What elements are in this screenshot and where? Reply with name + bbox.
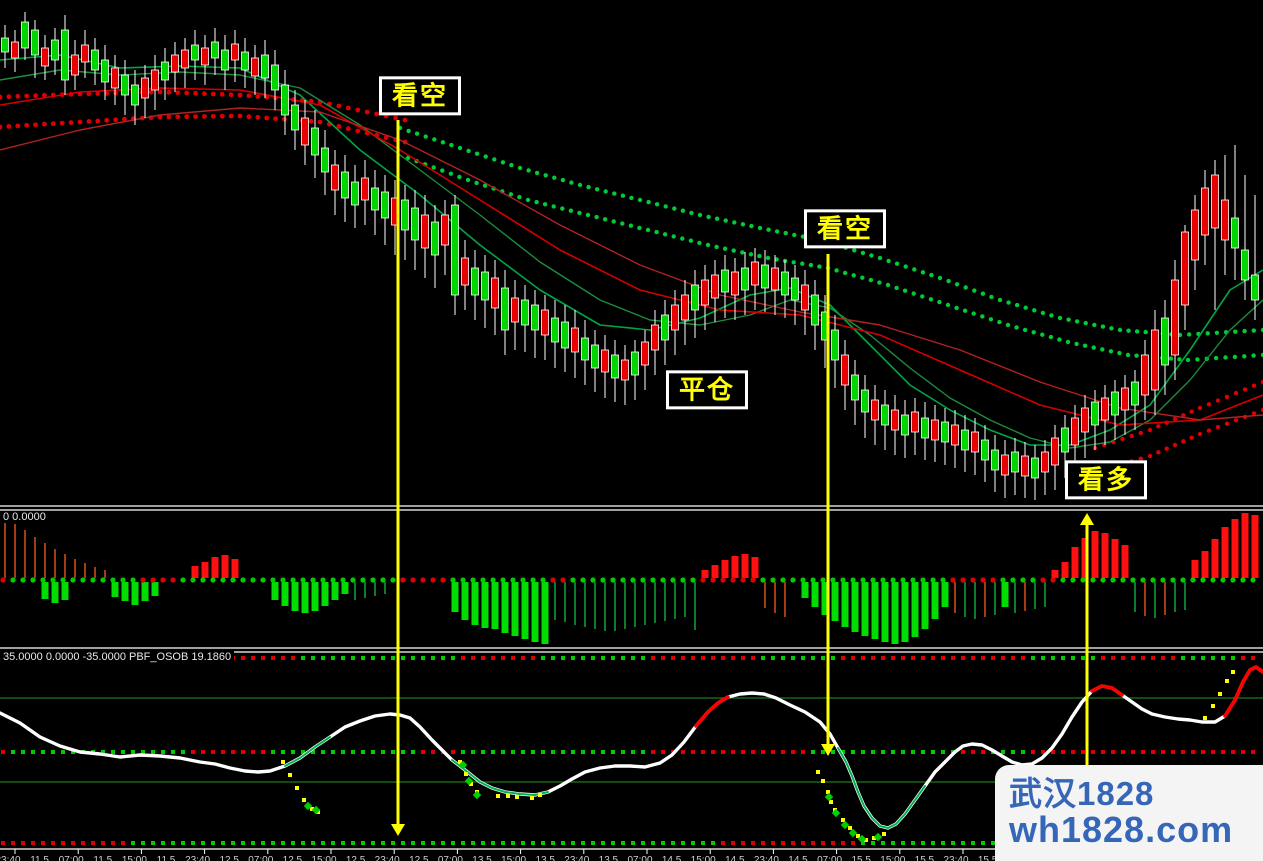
time-axis-label: 15:00 <box>501 855 527 861</box>
time-axis-label: 15:00 <box>311 855 337 861</box>
time-axis-label: 07:00 <box>817 855 843 861</box>
watermark-line2: wh1828.com <box>1009 809 1234 851</box>
time-axis-label: 15:00 <box>880 855 906 861</box>
time-axis-label: 11.5 <box>156 855 176 861</box>
signal-label-sell-1: 看空 <box>803 209 887 249</box>
time-axis-label: 11.5 <box>93 855 113 861</box>
time-axis-label: 07:00 <box>248 855 274 861</box>
bottom-indicator-label: 35.0000 0.0000 -35.0000 PBF_OSOB 19.1860 <box>0 651 235 663</box>
signal-label-sell-0: 看空 <box>378 76 462 116</box>
time-axis-label: 15.5 <box>851 855 871 861</box>
signal-label-buy-3: 看多 <box>1064 460 1148 500</box>
time-axis-label: 23:40 <box>0 855 21 861</box>
middle-indicator-label: 0 0.0000 <box>0 511 49 523</box>
time-axis-label: 23:40 <box>564 855 590 861</box>
time-axis-label: 15.5 <box>914 855 935 861</box>
time-axis-label: 13.5 <box>472 855 492 861</box>
time-axis-label: 14.5 <box>788 855 808 861</box>
watermark-line1: 武汉1828 <box>1009 774 1155 812</box>
time-axis-label: 15.5 <box>977 855 998 861</box>
time-axis-label: 23:40 <box>185 855 211 861</box>
time-axis-label: 12.5 <box>282 855 303 861</box>
time-axis-label: 23:40 <box>943 855 969 861</box>
time-axis-label: 12.5 <box>345 855 366 861</box>
watermark: 武汉1828 wh1828.com <box>995 765 1263 861</box>
time-axis-label: 07:00 <box>437 855 463 861</box>
time-axis-label: 15:00 <box>121 855 147 861</box>
time-axis-label: 14.5 <box>725 855 745 861</box>
time-axis-label: 15:00 <box>690 855 716 861</box>
time-axis-label: 13.5 <box>598 855 619 861</box>
time-axis-label: 12.5 <box>219 855 239 861</box>
time-axis-label: 23:40 <box>753 855 779 861</box>
time-axis-label: 11.5 <box>30 855 49 861</box>
time-axis-label: 23:40 <box>374 855 400 861</box>
signal-label-close-2: 平仓 <box>665 370 749 410</box>
time-axis-label: 07:00 <box>627 855 653 861</box>
time-axis-label: 13.5 <box>535 855 555 861</box>
time-axis-label: 14.5 <box>661 855 682 861</box>
time-axis-label: 12.5 <box>409 855 429 861</box>
time-axis-label: 07:00 <box>58 855 84 861</box>
